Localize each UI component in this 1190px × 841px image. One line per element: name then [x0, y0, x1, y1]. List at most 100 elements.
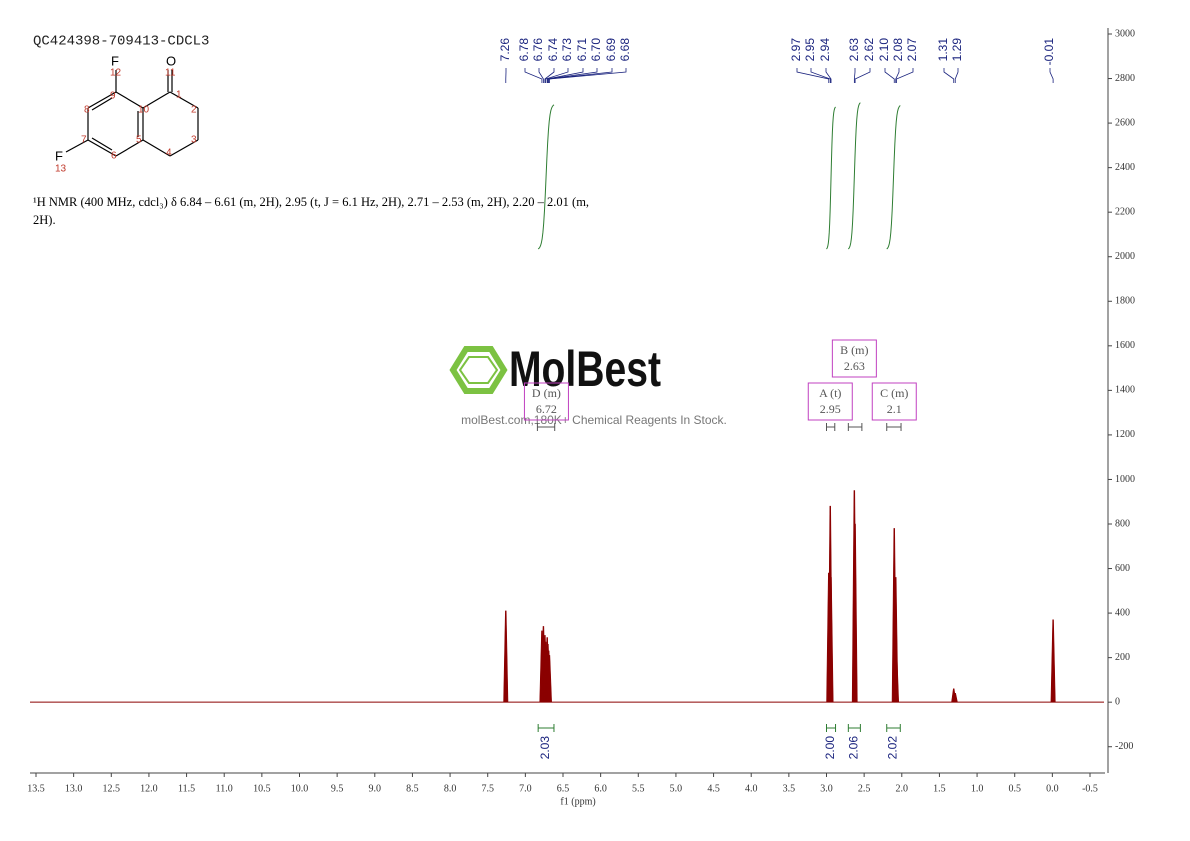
peak-label: 6.73 — [560, 38, 574, 62]
watermark-logo: MolBest — [509, 341, 661, 397]
integral-curve — [826, 106, 836, 250]
integral-bracket — [847, 724, 861, 732]
y-tick-label: 1800 — [1115, 296, 1135, 307]
chart-title: QC424398-709413-CDCL3 — [33, 34, 209, 50]
peak-leader — [549, 68, 627, 83]
peak-label: 1.31 — [936, 38, 950, 62]
integral-label: 2.00 — [823, 736, 837, 760]
peak-label: 1.29 — [950, 38, 964, 62]
y-tick-label: 1400 — [1115, 385, 1135, 396]
y-tick-label: 1000 — [1115, 474, 1135, 485]
peak-leader — [524, 68, 543, 83]
x-tick-label: 4.5 — [707, 783, 720, 794]
y-tick-label: 3000 — [1115, 28, 1135, 39]
peak — [852, 523, 858, 703]
peak-leader — [954, 68, 959, 83]
peak-leader — [854, 68, 871, 83]
structure — [65, 70, 199, 157]
integral-curve — [847, 102, 861, 250]
peak-leader — [884, 68, 895, 83]
y-tick-label: 2000 — [1115, 251, 1135, 262]
peak — [894, 652, 900, 703]
peak-label: 6.74 — [546, 38, 560, 62]
peak-leader — [853, 68, 856, 83]
x-tick-label: 8.0 — [444, 783, 457, 794]
atom-number: 11 — [165, 68, 176, 79]
y-tick-label: 2800 — [1115, 73, 1135, 84]
x-tick-label: 10.0 — [291, 783, 309, 794]
integral-label: 2.02 — [886, 736, 900, 760]
peak-label: 6.76 — [531, 38, 545, 62]
x-tick-label: 5.0 — [670, 783, 683, 794]
peak-leader — [1049, 68, 1054, 83]
multiplet-label: A (t) — [819, 386, 841, 400]
peak-leader — [548, 68, 613, 83]
peak-leader — [810, 68, 831, 83]
multiplet-range — [886, 423, 902, 431]
x-tick-label: 9.5 — [331, 783, 344, 794]
peak-leader — [544, 68, 555, 83]
x-tick-label: 13.0 — [65, 783, 83, 794]
peak-leader — [546, 68, 584, 83]
x-tick-label: 10.5 — [253, 783, 271, 794]
y-tick-label: 2200 — [1115, 206, 1135, 217]
atom-label: O — [166, 53, 176, 68]
x-tick-label: 1.0 — [971, 783, 984, 794]
peak — [503, 610, 509, 703]
atom-number: 7 — [81, 135, 87, 146]
multiplet-box — [831, 339, 877, 378]
atom-number: 1 — [176, 90, 182, 101]
y-tick-label: 200 — [1115, 652, 1130, 663]
x-tick-label: 3.5 — [783, 783, 796, 794]
atom-label: F — [111, 53, 119, 68]
x-tick-label: 7.5 — [481, 783, 494, 794]
atom-number: 10 — [138, 105, 150, 116]
description: ¹H NMR (400 MHz, cdcl₃) δ 6.84 – 6.61 (m… — [33, 195, 590, 227]
peak-label: 7.26 — [498, 38, 512, 62]
peak-label: 2.94 — [818, 38, 832, 62]
peak-label: 2.97 — [789, 38, 803, 62]
peak — [828, 577, 834, 703]
atom-number: 3 — [191, 135, 197, 146]
x-tick-label: 6.0 — [594, 783, 607, 794]
multiplet-box — [871, 382, 917, 421]
x-tick-label: 12.0 — [140, 783, 158, 794]
peak-leader — [547, 68, 598, 83]
y-tick-label: 2600 — [1115, 117, 1135, 128]
peak-label: 2.95 — [803, 38, 817, 62]
peak-label: -0.01 — [1042, 38, 1056, 66]
x-tick-label: 9.0 — [369, 783, 382, 794]
peak-label: 6.70 — [589, 38, 603, 62]
y-tick-label: 1200 — [1115, 429, 1135, 440]
y-tick-label: 1600 — [1115, 340, 1135, 351]
peak — [546, 655, 552, 703]
y-tick-label: 0 — [1115, 696, 1120, 707]
atom-number: 2 — [191, 105, 197, 116]
atom-number: 9 — [110, 91, 116, 102]
x-tick-label: 8.5 — [406, 783, 419, 794]
multiplet-range — [536, 423, 556, 431]
peak-label: 2.63 — [847, 38, 861, 62]
peak-label: 6.71 — [575, 38, 589, 62]
peak — [1050, 619, 1056, 703]
peak — [952, 692, 958, 703]
multiplet-shift: 2.1 — [887, 402, 902, 416]
peak-leader — [825, 68, 832, 83]
watermark-text: molBest.com,180K+ Chemical Reagents In S… — [461, 413, 727, 427]
multiplet-label: B (m) — [840, 343, 868, 357]
integral-bracket — [886, 724, 901, 732]
x-tick-label: 3.0 — [820, 783, 833, 794]
atom-number: 6 — [111, 151, 117, 162]
integral-curve — [886, 105, 901, 250]
multiplet-range — [826, 423, 836, 431]
integral-curve — [537, 104, 555, 250]
peak-leader — [545, 68, 569, 83]
atom-number: 13 — [55, 164, 67, 175]
peak-label: 2.62 — [862, 38, 876, 62]
peak-label: 2.10 — [877, 38, 891, 62]
y-tick-label: 400 — [1115, 607, 1130, 618]
multiplet-label: D (m) — [532, 386, 561, 400]
x-axis-label: f1 (ppm) — [560, 796, 595, 807]
